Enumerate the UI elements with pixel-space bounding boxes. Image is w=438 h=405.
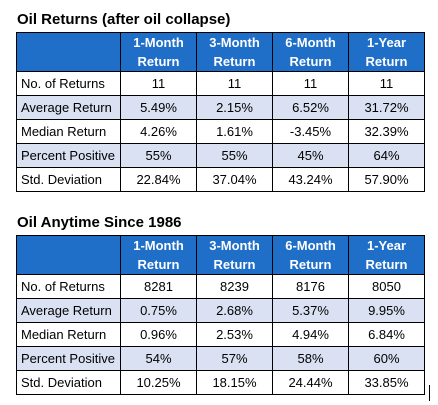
cell-value: 32.39% xyxy=(348,119,425,144)
table-row: Average Return 5.49% 2.15% 6.52% 31.72% xyxy=(16,95,425,120)
table-row: Std. Deviation 10.25% 18.15% 24.44% 33.8… xyxy=(16,370,425,395)
cell-value: 0.96% xyxy=(120,322,197,347)
cell-value: 18.15% xyxy=(196,370,273,395)
cell-value: 45% xyxy=(272,143,349,168)
cell-value: 4.26% xyxy=(120,119,197,144)
header-row: 1-Month Return 3-Month Return 6-Month Retur… xyxy=(16,235,425,275)
returns-table-oil-anytime: 1-Month Return 3-Month Return 6-Month Retur… xyxy=(16,235,425,395)
table-row: No. of Returns 11 11 11 11 xyxy=(16,71,425,96)
cell-value: 9.95% xyxy=(348,298,425,323)
cell-value: 10.25% xyxy=(120,370,197,395)
cell-value: 33.85% xyxy=(348,370,425,395)
column-header: 6-Month Return xyxy=(272,32,349,72)
header-row: 1-Month Return 3-Month Return 6-Month Retur… xyxy=(16,32,425,72)
row-label: Average Return xyxy=(16,298,121,323)
cell-value: 11 xyxy=(348,71,425,96)
cell-value: 5.49% xyxy=(120,95,197,120)
table-row: Std. Deviation 22.84% 37.04% 43.24% 57.9… xyxy=(16,167,425,192)
column-header: 6-Month Return xyxy=(272,235,349,275)
cell-value: 11 xyxy=(196,71,273,96)
cell-value: 2.15% xyxy=(196,95,273,120)
returns-table-oil-collapse: 1-Month Return 3-Month Return 6-Month Retur… xyxy=(16,32,425,192)
table-row: Average Return 0.75% 2.68% 5.37% 9.95% xyxy=(16,298,425,323)
row-label: Percent Positive xyxy=(16,143,121,168)
cell-value: 55% xyxy=(196,143,273,168)
table-title-oil-anytime: Oil Anytime Since 1986 xyxy=(17,214,182,231)
table-row: Percent Positive 54% 57% 58% 60% xyxy=(16,346,425,371)
cell-value: 5.37% xyxy=(272,298,349,323)
cell-value: 31.72% xyxy=(348,95,425,120)
row-label: No. of Returns xyxy=(16,71,121,96)
column-header: 3-Month Return xyxy=(196,235,273,275)
cell-value: 6.52% xyxy=(272,95,349,120)
column-header: 1-Month Return xyxy=(120,235,197,275)
cell-value: 2.53% xyxy=(196,322,273,347)
header-corner-cell xyxy=(16,32,121,72)
cell-value: 6.84% xyxy=(348,322,425,347)
cell-value: 11 xyxy=(272,71,349,96)
cell-value: 54% xyxy=(120,346,197,371)
cell-value: 22.84% xyxy=(120,167,197,192)
text-cursor xyxy=(429,385,430,401)
column-header: 1-Year Return xyxy=(348,235,425,275)
table-title-oil-collapse: Oil Returns (after oil collapse) xyxy=(17,11,231,28)
column-header: 1-Month Return xyxy=(120,32,197,72)
cell-value: 57.90% xyxy=(348,167,425,192)
row-label: Median Return xyxy=(16,119,121,144)
table-row: Median Return 4.26% 1.61% -3.45% 32.39% xyxy=(16,119,425,144)
cell-value: 43.24% xyxy=(272,167,349,192)
cell-value: 8239 xyxy=(196,274,273,299)
table-row: Median Return 0.96% 2.53% 4.94% 6.84% xyxy=(16,322,425,347)
row-label: Std. Deviation xyxy=(16,370,121,395)
row-label: Percent Positive xyxy=(16,346,121,371)
cell-value: 4.94% xyxy=(272,322,349,347)
column-header: 3-Month Return xyxy=(196,32,273,72)
cell-value: 55% xyxy=(120,143,197,168)
cell-value: 60% xyxy=(348,346,425,371)
cell-value: 57% xyxy=(196,346,273,371)
row-label: Average Return xyxy=(16,95,121,120)
cell-value: 0.75% xyxy=(120,298,197,323)
cell-value: 37.04% xyxy=(196,167,273,192)
cell-value: 64% xyxy=(348,143,425,168)
cell-value: 2.68% xyxy=(196,298,273,323)
cell-value: 58% xyxy=(272,346,349,371)
row-label: Std. Deviation xyxy=(16,167,121,192)
table-row: No. of Returns 8281 8239 8176 8050 xyxy=(16,274,425,299)
header-corner-cell xyxy=(16,235,121,275)
column-header: 1-Year Return xyxy=(348,32,425,72)
cell-value: 11 xyxy=(120,71,197,96)
row-label: No. of Returns xyxy=(16,274,121,299)
cell-value: 24.44% xyxy=(272,370,349,395)
row-label: Median Return xyxy=(16,322,121,347)
cell-value: -3.45% xyxy=(272,119,349,144)
table-row: Percent Positive 55% 55% 45% 64% xyxy=(16,143,425,168)
cell-value: 8281 xyxy=(120,274,197,299)
cell-value: 1.61% xyxy=(196,119,273,144)
cell-value: 8050 xyxy=(348,274,425,299)
cell-value: 8176 xyxy=(272,274,349,299)
